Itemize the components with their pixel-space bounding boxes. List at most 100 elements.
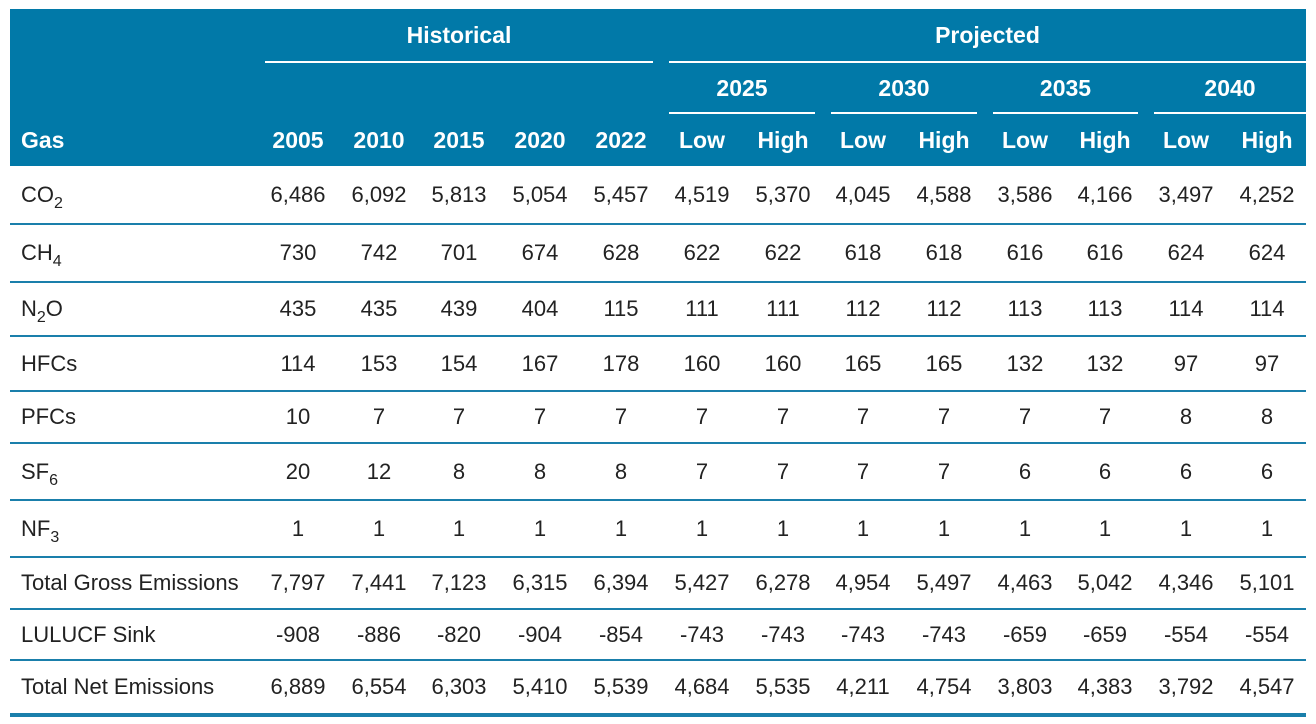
value-cell: 6,486 bbox=[270, 182, 326, 207]
value-cell: 4,954 bbox=[835, 570, 891, 595]
historical-year-header: 2010 bbox=[353, 127, 405, 153]
value-cell: 7,441 bbox=[351, 570, 407, 595]
value-cell: 1 bbox=[614, 516, 628, 541]
value-cell: 7 bbox=[614, 404, 628, 429]
value-cell: 622 bbox=[683, 240, 721, 265]
gas-name: Total Net Emissions bbox=[21, 674, 215, 699]
historical-year-header: 2022 bbox=[595, 127, 647, 153]
value-cell: 6,303 bbox=[431, 674, 487, 699]
gas-name: N bbox=[21, 296, 37, 321]
value-cell: 4,588 bbox=[916, 182, 972, 207]
value-cell: 1 bbox=[291, 516, 305, 541]
value-cell: 5,427 bbox=[674, 570, 730, 595]
value-cell: -659 bbox=[1002, 622, 1048, 647]
gas-subscript: 4 bbox=[52, 253, 62, 270]
gas-label: Total Net Emissions bbox=[21, 674, 214, 700]
year-underline bbox=[831, 112, 977, 114]
value-cell: 178 bbox=[602, 351, 640, 376]
value-cell: 7 bbox=[695, 459, 709, 484]
value-cell: 6,394 bbox=[593, 570, 649, 595]
gas-name: LULUCF Sink bbox=[21, 622, 156, 647]
high-header: High bbox=[918, 127, 970, 153]
value-cell: 3,803 bbox=[997, 674, 1053, 699]
value-cell: 4,519 bbox=[674, 182, 730, 207]
value-cell: 5,042 bbox=[1077, 570, 1133, 595]
gas-name: HFCs bbox=[21, 351, 78, 376]
value-cell: -743 bbox=[840, 622, 886, 647]
value-cell: 7,123 bbox=[431, 570, 487, 595]
value-cell: -743 bbox=[921, 622, 967, 647]
gas-name: NF bbox=[21, 516, 51, 541]
value-cell: 112 bbox=[926, 296, 962, 321]
value-cell: 4,211 bbox=[836, 674, 890, 699]
value-cell: 1 bbox=[1179, 516, 1193, 541]
value-cell: 7 bbox=[695, 404, 709, 429]
projected-year-header: 2040 bbox=[1204, 75, 1256, 101]
value-cell: 114 bbox=[1168, 296, 1204, 321]
gas-label: SF6 bbox=[21, 459, 58, 489]
value-cell: 8 bbox=[452, 459, 466, 484]
table-row: Total Gross Emissions 7,797 7,441 7,123 6,31… bbox=[10, 558, 1306, 610]
historical-underline bbox=[265, 61, 653, 63]
value-cell: 165 bbox=[844, 351, 882, 376]
value-cell: 160 bbox=[683, 351, 721, 376]
value-cell: -659 bbox=[1082, 622, 1128, 647]
value-cell: -743 bbox=[679, 622, 725, 647]
value-cell: 6 bbox=[1260, 459, 1274, 484]
year-underline bbox=[669, 112, 815, 114]
gas-label: N2O bbox=[21, 296, 63, 326]
value-cell: 165 bbox=[925, 351, 963, 376]
gas-subscript: 3 bbox=[50, 529, 60, 546]
value-cell: 616 bbox=[1086, 240, 1124, 265]
value-cell: 730 bbox=[279, 240, 317, 265]
value-cell: 624 bbox=[1248, 240, 1286, 265]
value-cell: 1 bbox=[937, 516, 951, 541]
value-cell: 7 bbox=[856, 459, 870, 484]
value-cell: 12 bbox=[366, 459, 392, 484]
value-cell: 7,797 bbox=[270, 570, 326, 595]
value-cell: 1 bbox=[776, 516, 790, 541]
value-cell: 7 bbox=[776, 459, 790, 484]
value-cell: 674 bbox=[521, 240, 559, 265]
value-cell: 404 bbox=[521, 296, 559, 321]
high-header: High bbox=[757, 127, 809, 153]
gas-suffix: O bbox=[45, 296, 63, 321]
historical-year-header: 2005 bbox=[272, 127, 324, 153]
value-cell: -554 bbox=[1244, 622, 1290, 647]
value-cell: 618 bbox=[844, 240, 882, 265]
low-header: Low bbox=[1163, 127, 1209, 153]
value-cell: 4,346 bbox=[1158, 570, 1214, 595]
value-cell: 6 bbox=[1098, 459, 1112, 484]
value-cell: 4,754 bbox=[916, 674, 972, 699]
value-cell: 6,315 bbox=[512, 570, 568, 595]
gas-label: CO2 bbox=[21, 182, 63, 212]
gas-label: Total Gross Emissions bbox=[21, 570, 239, 596]
value-cell: -820 bbox=[436, 622, 482, 647]
value-cell: -854 bbox=[598, 622, 644, 647]
value-cell: 5,457 bbox=[593, 182, 649, 207]
year-underline bbox=[993, 112, 1138, 114]
high-header: High bbox=[1241, 127, 1293, 153]
gas-subscript: 6 bbox=[49, 472, 59, 489]
table-row: Total Net Emissions 6,889 6,554 6,303 5,410 5… bbox=[10, 661, 1306, 717]
gas-label: LULUCF Sink bbox=[21, 622, 155, 648]
historical-year-header: 2020 bbox=[514, 127, 566, 153]
table-row: CO2 6,486 6,092 5,813 5,054 5,457 4,519 5,370 4,… bbox=[10, 167, 1306, 225]
value-cell: 1 bbox=[1018, 516, 1032, 541]
value-cell: 97 bbox=[1173, 351, 1199, 376]
value-cell: 7 bbox=[776, 404, 790, 429]
value-cell: 113 bbox=[1087, 296, 1123, 321]
high-header: High bbox=[1079, 127, 1131, 153]
table-row: SF6 20 12 8 8 8 7 7 7 7 6 6 6 6 bbox=[10, 444, 1306, 501]
gas-label: PFCs bbox=[21, 404, 76, 430]
value-cell: 114 bbox=[280, 351, 316, 376]
gas-label: NF3 bbox=[21, 516, 59, 546]
value-cell: 6,889 bbox=[270, 674, 326, 699]
value-cell: 7 bbox=[452, 404, 466, 429]
value-cell: 622 bbox=[764, 240, 802, 265]
gas-name: CH bbox=[21, 240, 53, 265]
value-cell: 115 bbox=[603, 296, 639, 321]
value-cell: 4,166 bbox=[1077, 182, 1133, 207]
table-header: Historical Projected 2025 2030 2035 2040… bbox=[10, 9, 1306, 166]
value-cell: 5,813 bbox=[431, 182, 487, 207]
